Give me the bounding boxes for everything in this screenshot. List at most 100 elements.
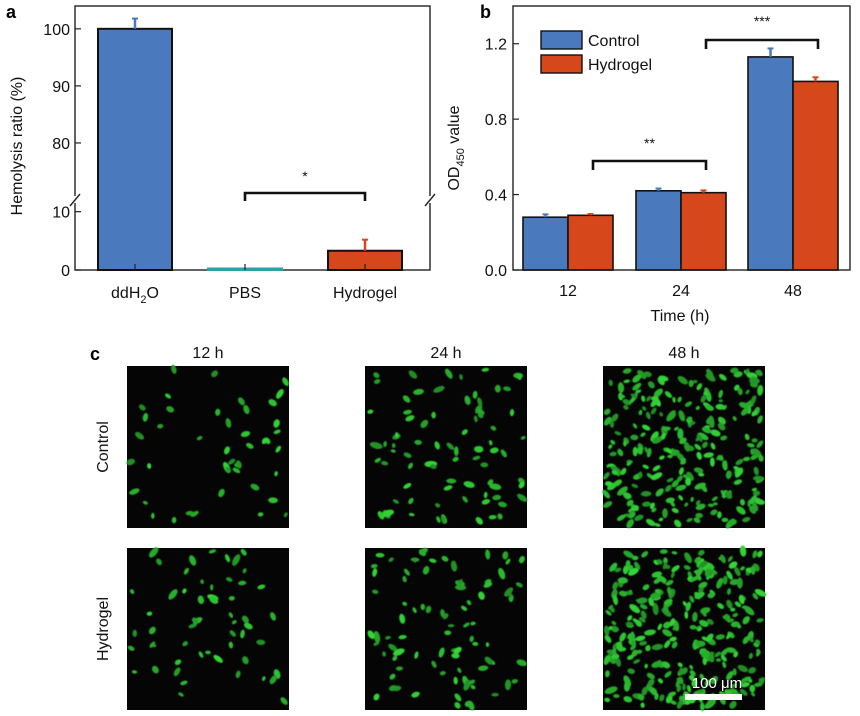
cell (709, 457, 715, 467)
cell (614, 431, 622, 436)
cell (683, 441, 691, 452)
cell-cluster (367, 547, 527, 711)
cell (609, 451, 617, 457)
cell (733, 479, 743, 485)
cell (485, 642, 490, 647)
cell (652, 465, 661, 472)
cell (727, 555, 733, 562)
cell (756, 440, 764, 448)
cell (706, 618, 714, 625)
cell (738, 401, 749, 409)
cell (699, 702, 705, 712)
panel-b-x-axis-label: Time (h) (651, 308, 710, 325)
cell (725, 647, 737, 653)
cell (439, 671, 446, 676)
cell (605, 610, 612, 616)
cell (188, 623, 197, 629)
legend-label-control: Control (588, 33, 640, 50)
cell (483, 491, 488, 499)
cell (282, 377, 289, 386)
cell (645, 518, 656, 527)
cell (665, 497, 675, 504)
cell (261, 437, 267, 445)
cell (604, 686, 618, 694)
cell (412, 557, 417, 563)
cell (686, 471, 694, 481)
cell (603, 472, 610, 480)
cell (734, 601, 742, 608)
micrograph-hydrogel-24h (365, 547, 527, 711)
cell (142, 500, 148, 505)
cell (678, 467, 684, 476)
cell (648, 597, 655, 607)
cell (649, 502, 655, 510)
cell (623, 404, 629, 410)
cell (615, 657, 622, 667)
cell (402, 395, 411, 403)
cell (695, 500, 701, 506)
cell (240, 431, 251, 437)
cell (210, 584, 214, 591)
cell (453, 646, 462, 654)
scale-bar (685, 694, 742, 700)
cell (748, 652, 753, 659)
cell (662, 629, 673, 637)
cell (458, 579, 463, 585)
cell (433, 385, 445, 393)
cell (698, 581, 708, 589)
cell (653, 578, 661, 584)
cell (721, 517, 729, 523)
cell (231, 620, 237, 625)
cell (728, 561, 738, 569)
x-label-tail: O (147, 285, 159, 302)
cell (611, 620, 617, 626)
cell (634, 514, 644, 521)
cell (639, 641, 648, 646)
cell (604, 625, 610, 637)
cell (381, 509, 395, 517)
cell (454, 693, 462, 702)
cell (734, 467, 744, 478)
panel-b-y-label-tail: value (446, 105, 463, 148)
cell (604, 697, 611, 703)
cell (408, 462, 413, 470)
cell (370, 563, 378, 569)
cell (627, 654, 634, 660)
cell (372, 568, 378, 577)
cell (408, 497, 414, 505)
cell (720, 435, 728, 441)
cell (151, 512, 155, 519)
cell (651, 436, 663, 444)
cell (674, 519, 682, 528)
cell (684, 611, 689, 619)
cell (748, 667, 757, 674)
cell (608, 379, 613, 387)
panel-c-label: c (90, 344, 100, 364)
cell (398, 634, 407, 640)
cell (431, 411, 436, 419)
cell (654, 589, 661, 594)
bar-hydrogel-24 (680, 191, 727, 271)
cell (617, 382, 625, 393)
cell (480, 462, 489, 468)
cell (698, 549, 705, 556)
cell (729, 700, 737, 709)
cell (655, 488, 664, 497)
micrograph-hydrogel-12h (127, 547, 289, 710)
cell (754, 589, 767, 597)
cell (478, 591, 485, 600)
cell (644, 446, 648, 453)
cell (224, 554, 231, 563)
cell (737, 664, 748, 673)
cell (634, 561, 641, 570)
cell (625, 560, 631, 568)
cell (429, 464, 437, 469)
cell (749, 637, 754, 643)
cell (374, 379, 381, 384)
cell (256, 639, 266, 646)
cell (741, 407, 749, 416)
cell (752, 448, 762, 458)
cell (627, 668, 636, 675)
cell (225, 577, 233, 582)
panel-b-legend: Control Hydrogel (540, 30, 652, 74)
